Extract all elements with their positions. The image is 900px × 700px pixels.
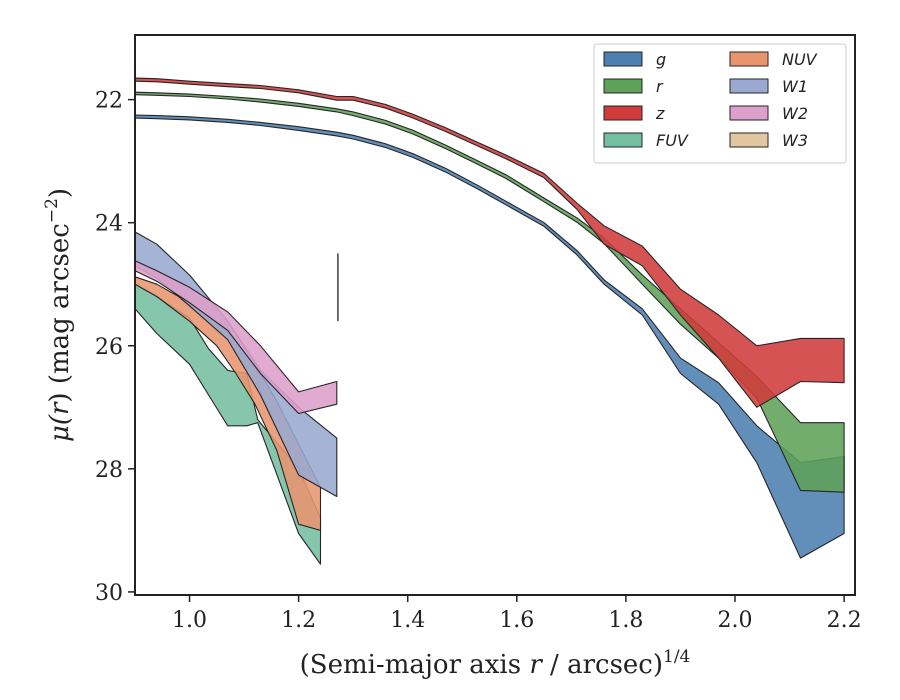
legend-swatch-nuv — [729, 51, 769, 67]
legend-label-r: r — [656, 77, 664, 96]
y-axis-ticks: 22 24 26 28 30 — [95, 89, 135, 606]
legend-label-g: g — [656, 50, 666, 69]
band-fuv — [134, 283, 322, 565]
x-tick-label: 1.6 — [499, 608, 534, 633]
legend-label-w1: W1 — [782, 77, 808, 96]
legend-swatch-r — [603, 78, 643, 94]
x-tick-label: 2.2 — [827, 608, 862, 633]
legend-swatch-g — [603, 51, 643, 67]
band-w2 — [134, 260, 338, 415]
y-tick-label: 26 — [95, 335, 123, 360]
x-tick-label: 2.0 — [718, 608, 753, 633]
legend-label-w2: W2 — [782, 104, 808, 123]
legend: grz FUV NUV W1 W2 W3 — [593, 43, 847, 164]
legend-swatch-w3 — [729, 132, 769, 148]
profile-bands — [134, 77, 845, 565]
y-tick-label: 22 — [95, 89, 123, 114]
x-axis-ticks: 1.0 1.2 1.4 1.6 1.8 2.0 2.2 — [172, 595, 862, 633]
band-r — [134, 91, 845, 493]
x-tick-label: 1.4 — [390, 608, 425, 633]
legend-label-w3: W3 — [782, 131, 808, 150]
y-axis-title: μ(r) (mag arcsec−2) — [42, 188, 75, 442]
legend-swatch-fuv — [603, 132, 643, 148]
legend-label-z: z — [655, 104, 665, 123]
legend-box — [593, 43, 847, 164]
y-tick-label: 28 — [95, 458, 123, 483]
legend-swatch-w1 — [729, 78, 769, 94]
x-tick-label: 1.2 — [281, 608, 316, 633]
y-tick-label: 24 — [95, 212, 123, 237]
legend-label-fuv: FUV — [656, 131, 689, 150]
x-tick-label: 1.0 — [172, 608, 207, 633]
plot-frame — [134, 34, 856, 596]
legend-swatch-w2 — [729, 105, 769, 121]
legend-label-nuv: NUV — [782, 50, 818, 69]
band-z — [134, 77, 845, 408]
legend-swatch-z — [603, 105, 643, 121]
y-tick-label: 30 — [95, 581, 123, 606]
x-axis-title: (Semi-major axis r / arcsec)1/4 — [300, 647, 691, 680]
x-tick-label: 1.8 — [608, 608, 643, 633]
band-g — [134, 114, 845, 559]
